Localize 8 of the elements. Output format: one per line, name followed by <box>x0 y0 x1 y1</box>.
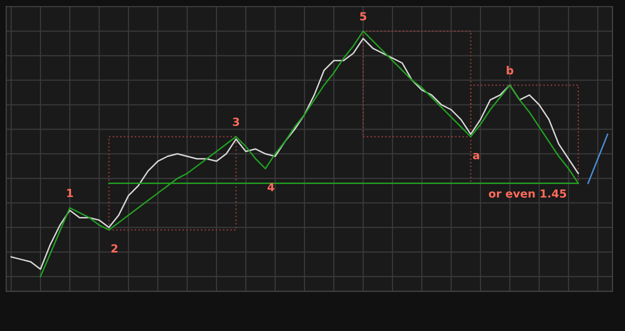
annotation: or even 1.45 <box>488 189 566 198</box>
annotation: b <box>506 66 514 74</box>
annotation: a <box>473 152 480 160</box>
annotation: 2 <box>111 244 118 252</box>
annotation: 1 <box>67 188 73 198</box>
text: 5 <box>360 12 366 20</box>
annotation: 4 <box>268 182 274 192</box>
annotation: 3 <box>232 118 240 126</box>
